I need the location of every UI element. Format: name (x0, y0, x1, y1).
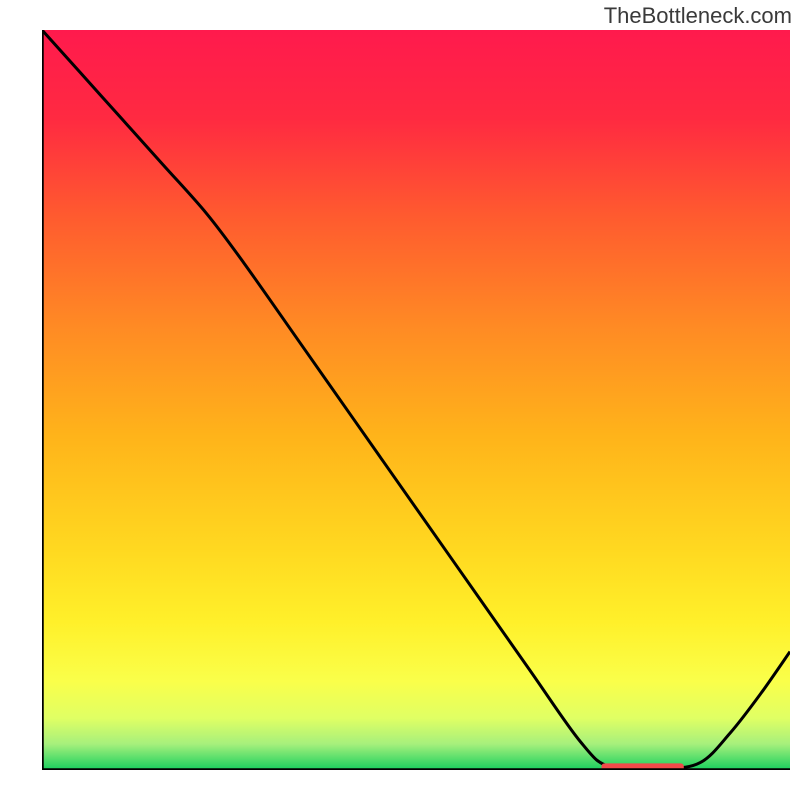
chart-container: TheBottleneck.com (0, 0, 800, 800)
gradient-background (42, 30, 790, 770)
chart-plot-area (42, 30, 790, 770)
attribution-text: TheBottleneck.com (604, 3, 792, 29)
